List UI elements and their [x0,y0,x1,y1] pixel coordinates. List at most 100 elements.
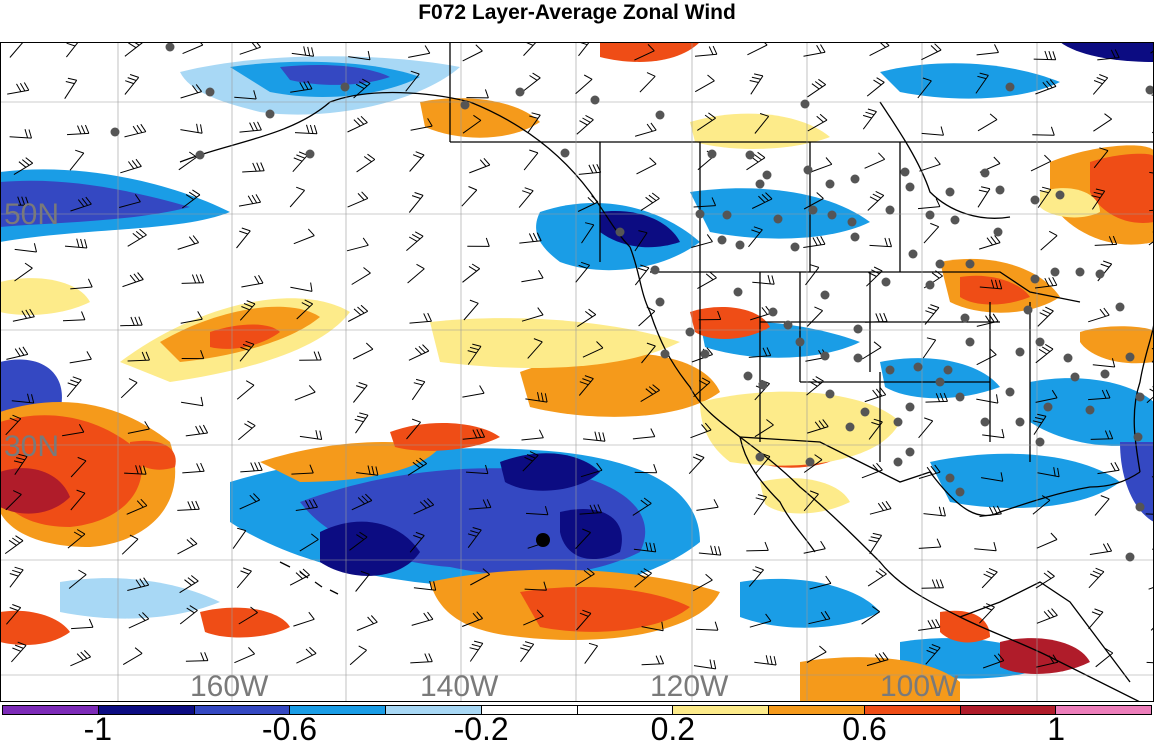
station-dot [809,206,818,215]
station-dot [946,188,955,197]
station-dot [341,83,350,92]
station-dot [166,43,175,52]
station-dot [1064,354,1073,363]
station-dot [651,266,660,275]
station-dot [1036,438,1045,447]
station-dot [1086,406,1095,415]
station-dot [784,321,793,330]
station-dot [723,211,732,220]
station-dot [801,100,810,109]
station-dot [886,206,895,215]
station-dot [882,278,891,287]
station-dot [461,101,470,110]
wind-barb-shaft [746,550,768,551]
station-dot [806,458,815,467]
station-dot [736,241,745,250]
station-dot [796,338,805,347]
station-dot [906,403,915,412]
lat-label-30n: 30N [4,432,59,462]
station-dot [561,149,570,158]
colorbar-tick-label: -0.2 [454,711,509,747]
station-dot [861,408,870,417]
station-dot [656,298,665,307]
station-dot [791,243,800,252]
colorbar [2,705,1152,715]
colorbar-tick-label: -0.6 [262,711,317,747]
station-dot [886,366,895,375]
station-dot [854,354,863,363]
colorbar-tick-label: -1 [84,711,112,747]
lon-label-120w: 120W [650,672,728,702]
lat-label-50n: 50N [4,200,59,230]
station-dot [774,215,783,224]
colorbar-tick-label: 1 [1047,711,1065,747]
colorbar-segment [99,706,195,714]
station-dot [1056,191,1065,200]
station-dot [966,260,975,269]
station-dot [1044,403,1053,412]
wind-barb-shaft [182,283,204,284]
station-dot [769,308,778,317]
station-dot [206,88,215,97]
wind-barb-shaft [1091,439,1113,440]
station-dot [956,488,965,497]
station-dot [946,474,955,483]
station-dot [914,363,923,372]
station-dot [906,183,915,192]
station-dot [746,151,755,160]
station-dot [906,448,915,457]
station-dot [266,110,275,119]
station-dot [926,211,935,220]
station-dot [981,169,990,178]
station-dot [851,233,860,242]
wind-barb-shaft [926,401,948,402]
station-dot [961,314,970,323]
station-dot [1116,303,1125,312]
station-dot [944,366,953,375]
station-dot [956,393,965,402]
station-dot [1031,196,1040,205]
station-dot [1136,393,1145,402]
station-dot [936,378,945,387]
station-dot [1136,503,1145,512]
location-marker [536,533,550,547]
station-dot [821,352,830,361]
map-title: F072 Layer-Average Zonal Wind [0,0,1154,30]
station-dot [1096,270,1105,279]
station-dot [1006,388,1015,397]
station-dot [708,150,717,159]
map-area: 50N 30N 160W 140W 120W 100W [0,42,1154,702]
station-dot [756,453,765,462]
station-dot [926,281,935,290]
station-dot [744,372,753,381]
station-dot [936,260,945,269]
station-dot [1031,275,1040,284]
station-dot [1024,306,1033,315]
wind-map [0,42,1154,702]
station-dot [826,180,835,189]
station-dot [763,171,772,180]
station-dot [894,418,903,427]
station-dot [1101,370,1110,379]
station-dot [591,96,600,105]
station-dot [516,88,525,97]
lon-label-140w: 140W [420,672,498,702]
station-dot [756,180,765,189]
colorbar-tick-label: 0.6 [842,711,886,747]
station-dot [894,458,903,467]
station-dot [1036,338,1045,347]
station-dot [661,350,670,359]
station-dot [1126,353,1135,362]
lon-label-100w: 100W [880,672,958,702]
station-dot [1006,83,1015,92]
station-dot [718,236,727,245]
lon-label-160w: 160W [190,672,268,702]
station-dot [981,418,990,427]
station-dot [996,186,1005,195]
station-dot [696,210,705,219]
wind-barb-shaft [120,325,142,326]
station-dot [759,381,768,390]
station-dot [828,211,837,220]
station-dot [846,423,855,432]
colorbar-segment [1056,706,1151,714]
